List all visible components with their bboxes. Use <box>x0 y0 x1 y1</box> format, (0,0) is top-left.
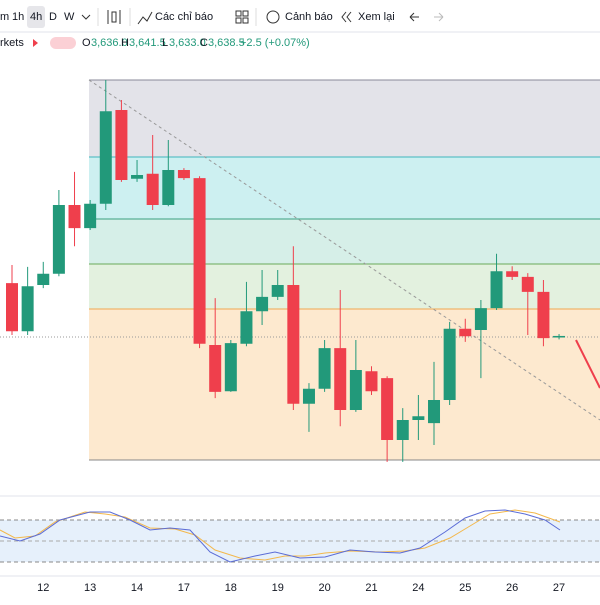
candle-body <box>146 173 159 205</box>
candle-body <box>428 400 441 424</box>
indicators-button[interactable]: Các chỉ báo <box>155 11 213 23</box>
status-icon <box>33 39 38 47</box>
x-tick-label: 26 <box>506 582 518 594</box>
candle-body <box>381 378 394 440</box>
candle-body <box>443 328 456 400</box>
interval-button[interactable]: 4h <box>30 11 42 23</box>
candle-body <box>553 335 566 338</box>
candle-body <box>240 311 253 344</box>
trend-line <box>88 79 600 421</box>
candle-body <box>21 286 34 332</box>
high-value: 3,641.5 <box>129 37 166 49</box>
candle-body <box>99 111 112 204</box>
chart-type-icon[interactable] <box>107 10 121 24</box>
candle-body <box>474 308 487 330</box>
change-value: +2.5 (+0.07%) <box>240 37 310 49</box>
candle-body <box>537 291 550 339</box>
candle-body <box>302 388 315 404</box>
alert-icon[interactable] <box>266 10 280 24</box>
candle-body <box>193 178 206 344</box>
candle-body <box>334 348 347 410</box>
candle-body <box>52 205 65 274</box>
candle-body <box>224 343 237 392</box>
candle-body <box>68 205 81 229</box>
interval-button[interactable]: m <box>0 11 9 23</box>
fib-zones <box>89 79 600 461</box>
high-label: H <box>121 37 129 49</box>
candle-body <box>412 416 425 420</box>
x-tick-label: 21 <box>365 582 377 594</box>
layout-icon[interactable] <box>235 10 249 24</box>
dropdown-icon[interactable] <box>81 14 91 20</box>
close-value: 3,638.5 <box>208 37 245 49</box>
candle-body <box>115 110 128 180</box>
oscillator-panel <box>0 495 600 577</box>
interval-button[interactable]: 1h <box>12 11 24 23</box>
legend: rkets O 3,636.0 H 3,641.5 L 3,633.0 C 3,… <box>0 37 310 49</box>
undo-icon[interactable] <box>409 12 419 22</box>
close-label: C <box>200 37 208 49</box>
interval-button[interactable]: W <box>64 11 75 23</box>
candle-body <box>6 283 18 332</box>
candle-body <box>459 328 472 337</box>
x-tick-label: 27 <box>553 582 565 594</box>
candle-body <box>84 203 97 229</box>
open-label: O <box>82 37 91 49</box>
replay-icon[interactable] <box>341 11 352 23</box>
x-tick-label: 24 <box>412 582 424 594</box>
candle-body <box>490 271 503 309</box>
candle-body <box>37 273 50 285</box>
drawing-line <box>575 339 600 389</box>
redo-icon[interactable] <box>434 12 444 22</box>
indicator-icon[interactable] <box>137 11 153 25</box>
candle-body <box>131 175 144 179</box>
open-value: 3,636.0 <box>91 37 128 49</box>
candle-body <box>162 170 175 205</box>
candle-body <box>287 285 300 404</box>
x-tick-label: 14 <box>131 582 143 594</box>
symbol-name: rkets <box>0 37 24 49</box>
candle-body <box>349 370 362 410</box>
x-tick-label: 13 <box>84 582 96 594</box>
replay-button[interactable]: Xem lại <box>358 11 395 23</box>
active-interval-bg <box>27 6 45 28</box>
candle-body <box>318 348 331 389</box>
x-tick-label: 25 <box>459 582 471 594</box>
alert-button[interactable]: Cảnh báo <box>285 11 333 23</box>
candle-body <box>396 420 409 440</box>
interval-button[interactable]: D <box>49 11 57 23</box>
low-label: L <box>162 37 168 49</box>
x-tick-label: 12 <box>37 582 49 594</box>
candle-body <box>271 285 284 297</box>
x-tick-label: 20 <box>318 582 330 594</box>
low-value: 3,633.0 <box>169 37 206 49</box>
candles <box>6 80 566 462</box>
x-tick-label: 18 <box>225 582 237 594</box>
candle-body <box>506 271 519 277</box>
candle-body <box>177 170 190 179</box>
x-tick-label: 19 <box>272 582 284 594</box>
candle-body <box>209 345 222 392</box>
candle-body <box>256 296 269 312</box>
x-axis: 12 13 14 17 18 19 20 21 24 25 26 27 <box>37 582 565 594</box>
candle-body <box>521 276 534 292</box>
session-badge <box>50 37 76 49</box>
toolbar: m 1h 4h D W Các chỉ báo Cảnh báo Xem lại <box>0 6 600 33</box>
x-tick-label: 17 <box>178 582 190 594</box>
candle-body <box>365 371 378 392</box>
